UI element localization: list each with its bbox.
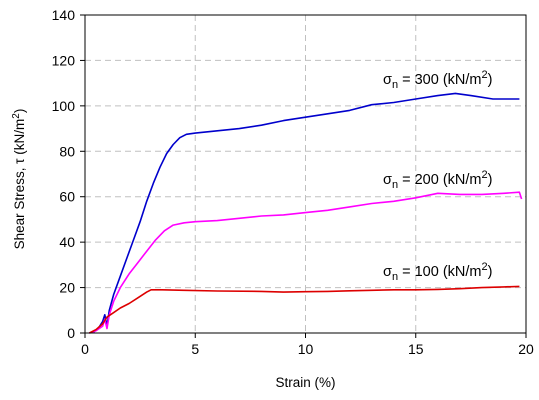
axis-ticks: 0 5 10 15 20 0 20 40 60 80 100 120 140 [52,7,534,357]
x-tick-label: 20 [518,341,534,357]
annotation-subscript: n [392,179,398,191]
y-axis-title-prefix: Shear Stress, [12,164,27,250]
series-labels: σn = 300 (kN/m2)σn = 200 (kN/m2)σn = 100… [383,69,492,283]
y-tick-label: 100 [52,98,76,114]
y-axis-title-unit-exponent: 2 [11,113,22,119]
y-axis-title: Shear Stress, τ (kN/m2) [11,109,27,250]
series-line [89,92,520,334]
grid-lines [85,15,526,333]
series-annotation: σn = 300 (kN/m2) [383,69,492,91]
series-annotation: σn = 200 (kN/m2) [383,169,492,191]
x-tick-label: 10 [298,341,314,357]
x-tick-label: 0 [81,341,89,357]
y-axis-title-symbol: τ [12,158,27,164]
annotation-close: ) [488,172,493,188]
y-tick-label: 140 [52,7,76,23]
series-line [89,191,523,334]
annotation-superscript: 2 [481,169,487,181]
x-tick-label: 5 [191,341,199,357]
y-axis-title-unit-close: ) [12,109,27,114]
y-tick-label: 60 [59,189,75,205]
annotation-superscript: 2 [481,261,487,273]
annotation-close: ) [488,72,493,88]
series-line [89,285,520,334]
annotation-subscript: n [392,271,398,283]
annotation-text: = 300 (kN/m [398,72,481,88]
annotation-text: = 100 (kN/m [398,264,481,280]
y-tick-label: 40 [59,234,75,250]
series-annotation: σn = 100 (kN/m2) [383,261,492,283]
annotation-text: = 200 (kN/m [398,172,481,188]
x-tick-label: 15 [408,341,424,357]
series-layer [89,92,523,334]
y-axis-title-unit: (kN/m [12,119,27,159]
annotation-subscript: n [392,79,398,91]
y-tick-label: 0 [67,325,75,341]
y-tick-label: 20 [59,280,75,296]
annotation-superscript: 2 [481,69,487,81]
annotation-sigma: σ [383,72,392,88]
annotation-sigma: σ [383,172,392,188]
x-axis-title: Strain (%) [275,375,335,390]
annotation-close: ) [488,264,493,280]
y-tick-label: 80 [59,143,75,159]
y-tick-label: 120 [52,52,76,68]
annotation-sigma: σ [383,264,392,280]
